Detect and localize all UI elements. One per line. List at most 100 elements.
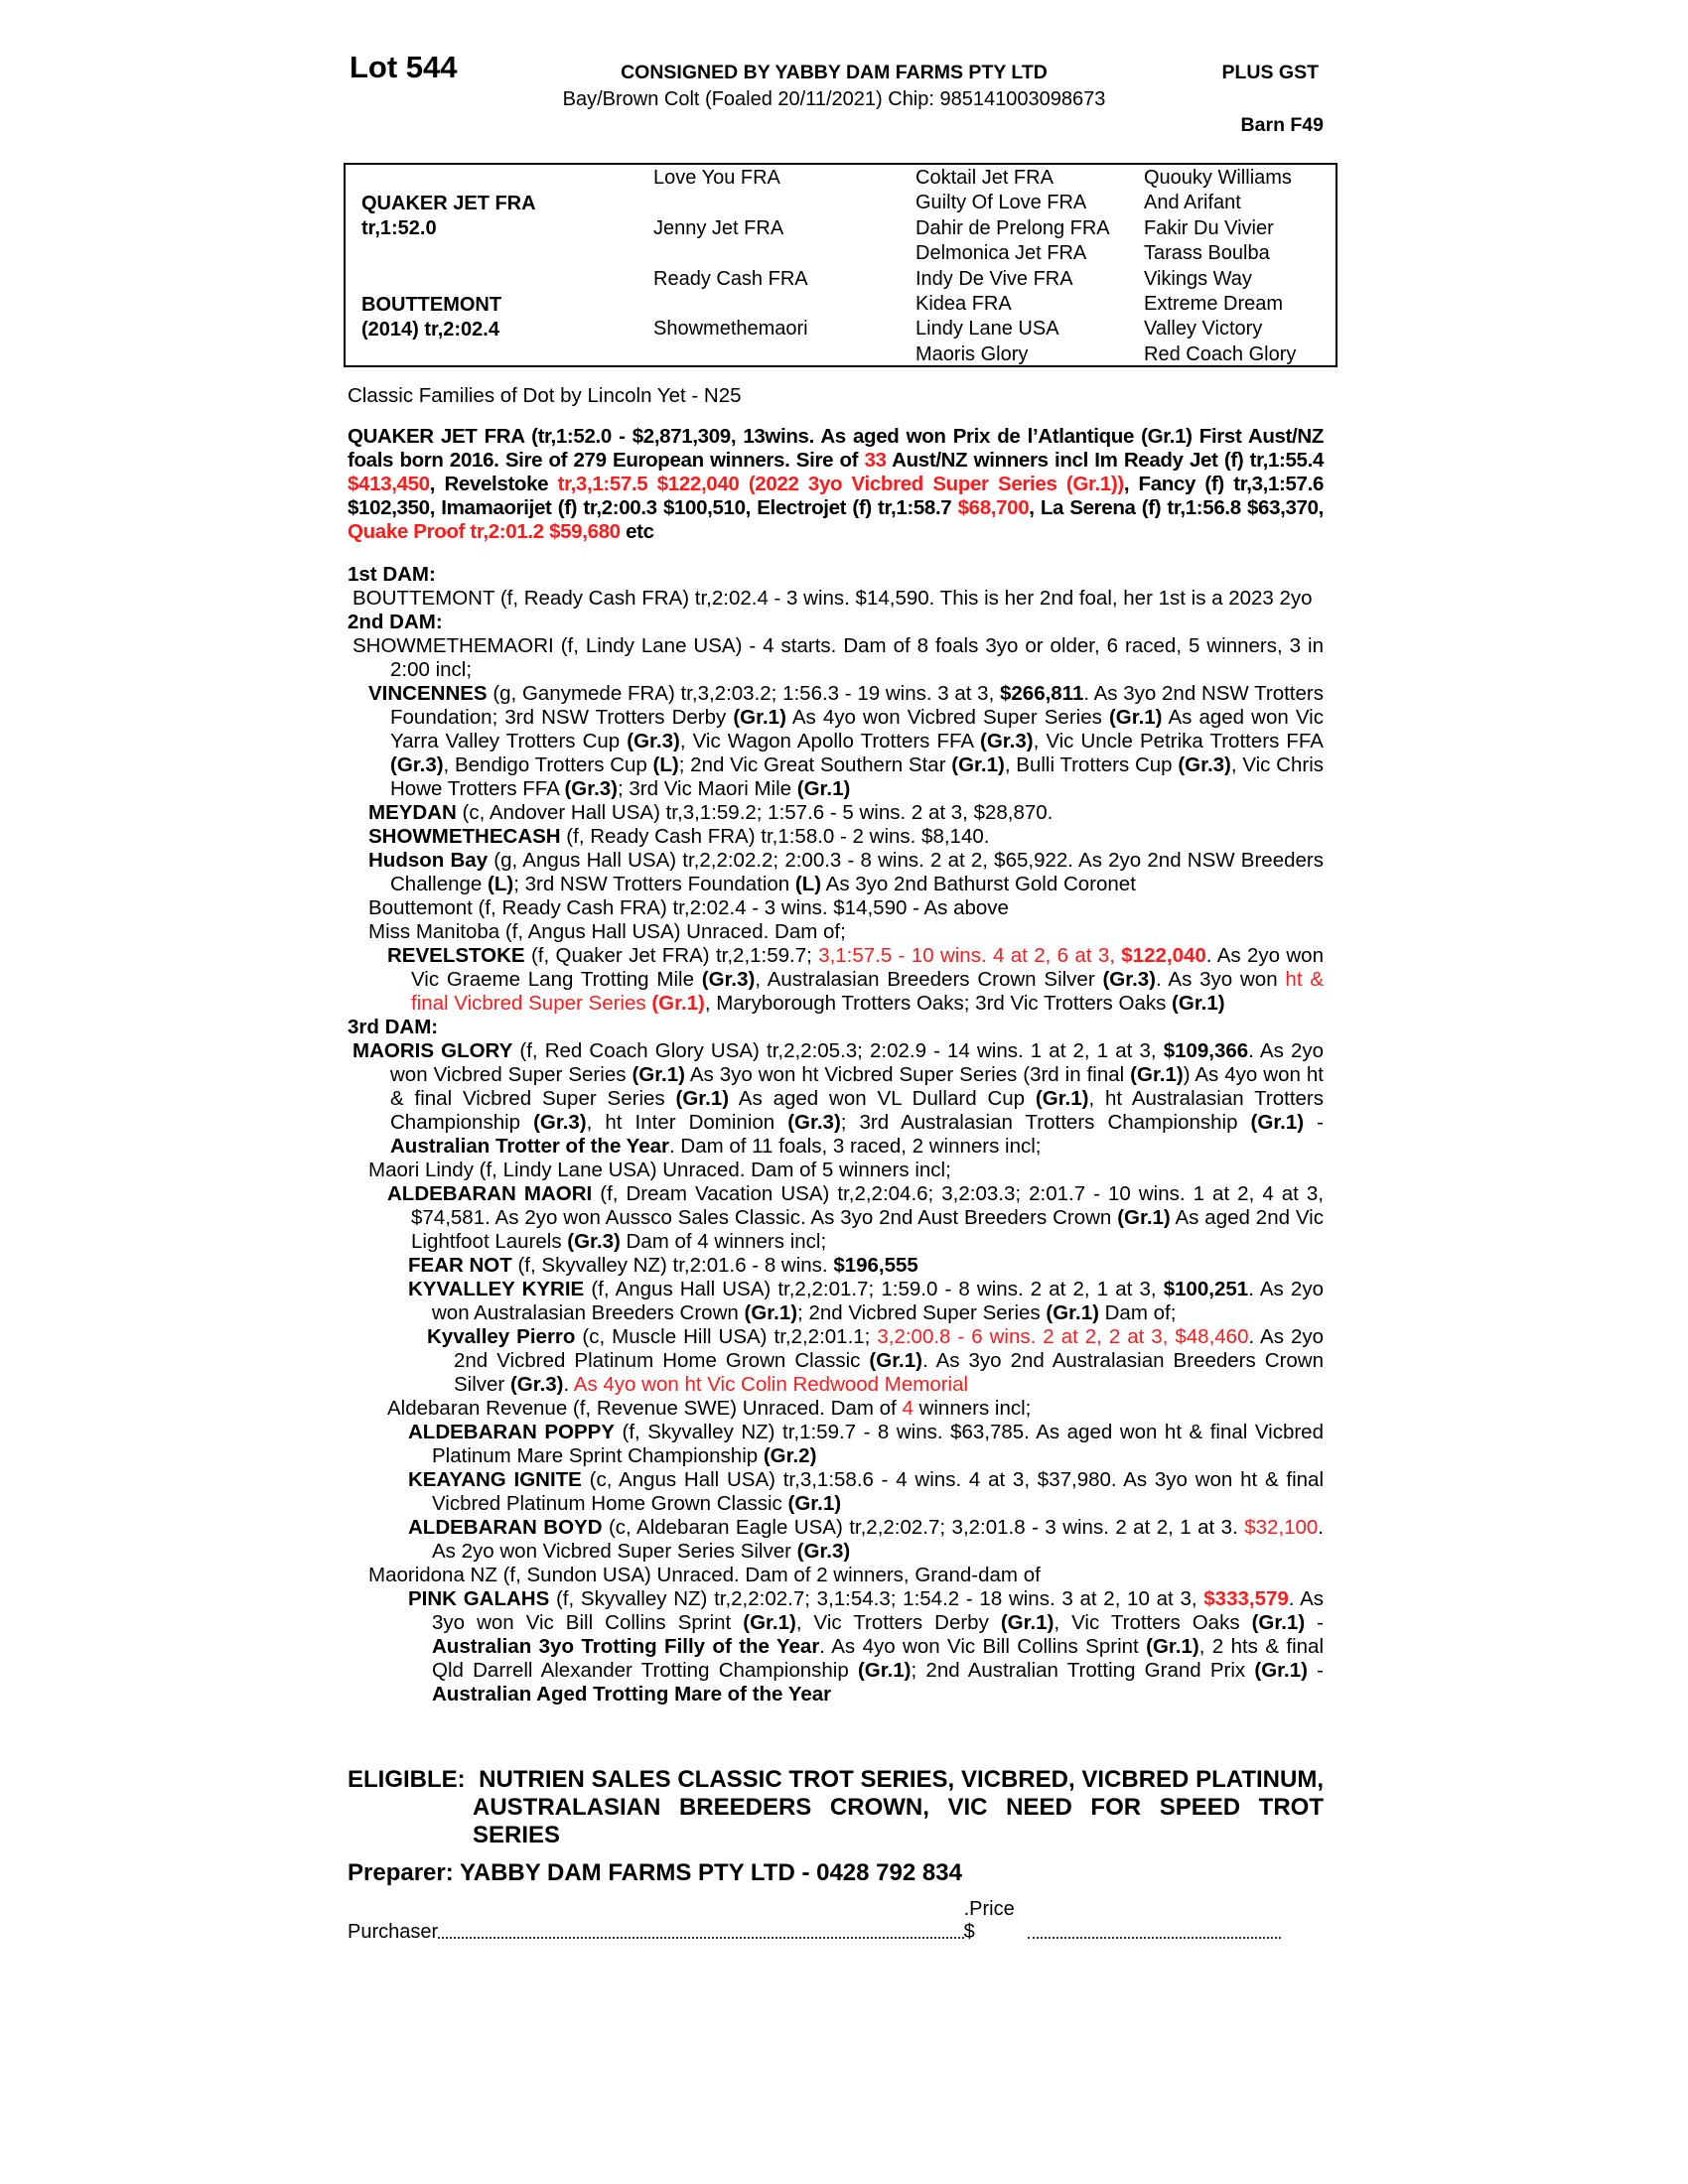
- text-segment: REVELSTOKE: [387, 944, 525, 967]
- pedigree-gen2-ancestor: Showmethemaori: [653, 318, 808, 341]
- text-segment: ; 2nd Vic Great Southern Star: [678, 753, 952, 776]
- text-segment: etc: [620, 520, 654, 543]
- text-segment: (Gr.3): [980, 730, 1034, 752]
- pedigree-gen3-ancestor: Coktail Jet FRA: [915, 167, 1054, 189]
- text-segment: (c, Andover Hall USA) tr,3,1:59.2; 1:57.…: [456, 801, 1054, 824]
- pedigree-entry: KEAYANG IGNITE (c, Angus Hall USA) tr,3,…: [348, 1468, 1324, 1516]
- text-segment: (Gr.1): [744, 1301, 798, 1324]
- text-segment: (f, Angus Hall USA) tr,2,2:01.7; 1:59.0 …: [584, 1278, 1164, 1300]
- text-segment: (Gr.1): [1035, 1087, 1089, 1110]
- pedigree-entry: PINK GALAHS (f, Skyvalley NZ) tr,2,2:02.…: [348, 1587, 1324, 1706]
- pedigree-entry: SHOWMETHEMAORI (f, Lindy Lane USA) - 4 s…: [348, 634, 1324, 682]
- text-segment: , Vic Chris Howe Trotters FFA: [390, 753, 1325, 800]
- text-segment: (Gr.1): [1254, 1659, 1308, 1682]
- text-segment: , Fancy (f) tr,3,1:57.6 $102,350, Imamao…: [348, 473, 1324, 519]
- text-segment: Hudson Bay: [368, 849, 489, 872]
- text-segment: Miss Manitoba (f, Angus Hall USA) Unrace…: [368, 920, 846, 943]
- pedigree-entry: FEAR NOT (f, Skyvalley NZ) tr,2:01.6 - 8…: [348, 1254, 1324, 1278]
- highlight-text: As 4yo won ht Vic Colin Redwood Memorial: [573, 1373, 969, 1396]
- text-segment: Dam of 4 winners incl;: [620, 1230, 827, 1253]
- eligibility: ELIGIBLE: NUTRIEN SALES CLASSIC TROT SER…: [348, 1766, 1324, 1849]
- pedigree-gen3-ancestor: Guilty Of Love FRA: [915, 192, 1087, 214]
- text-segment: , ht Inter Dominion: [586, 1111, 788, 1134]
- text-segment: KEAYANG IGNITE: [408, 1468, 582, 1491]
- pedigree-gen4-ancestor: Quouky Williams: [1144, 167, 1292, 189]
- pedigree-entry: MEYDAN (c, Andover Hall USA) tr,3,1:59.2…: [348, 801, 1324, 825]
- text-segment: . As 3yo 2nd NSW Trotters Foundation; 3r…: [390, 682, 1324, 729]
- sire-name: QUAKER JET FRA: [361, 193, 536, 214]
- text-segment: (Gr.1): [857, 1659, 912, 1682]
- pedigree-entry: Maori Lindy (f, Lindy Lane USA) Unraced.…: [348, 1159, 1324, 1182]
- text-segment: (L): [794, 873, 822, 895]
- text-segment: MAORIS GLORY: [352, 1039, 513, 1062]
- text-segment: (Gr.1): [1250, 1111, 1305, 1134]
- text-segment: . Dam of 11 foals, 3 raced, 2 winners in…: [669, 1135, 1042, 1158]
- eligible-label: ELIGIBLE:: [348, 1766, 466, 1793]
- text-segment: (Gr.3): [1178, 753, 1231, 776]
- horse-description: Bay/Brown Colt (Foaled 20/11/2021) Chip:…: [562, 88, 1106, 110]
- purchase-line: Purchaser .Price $: [348, 1898, 1281, 1944]
- gst-note: PLUS GST: [1221, 62, 1319, 83]
- lot-number: Lot 544: [350, 50, 458, 84]
- pedigree-gen2-ancestor: Ready Cash FRA: [653, 267, 808, 290]
- pedigree-entry: SHOWMETHECASH (f, Ready Cash FRA) tr,1:5…: [348, 825, 1324, 849]
- eligible-text: NUTRIEN SALES CLASSIC TROT SERIES, VICBR…: [473, 1766, 1324, 1848]
- pedigree-gen4-ancestor: And Arifant: [1144, 192, 1241, 214]
- classic-family: Classic Families of Dot by Lincoln Yet -…: [348, 384, 742, 407]
- text-segment: , 2 hts & final Qld Darrell Alexander Tr…: [432, 1635, 1324, 1682]
- text-segment: 2nd DAM:: [348, 611, 443, 633]
- text-segment: ; 2nd Australian Trotting Grand Prix: [911, 1659, 1255, 1682]
- text-segment: . As 2yo 2nd Vicbred Platinum Home Grown…: [454, 1325, 1325, 1372]
- text-segment: BOUTTEMONT (f, Ready Cash FRA) tr,2:02.4…: [352, 587, 1313, 610]
- text-segment: SHOWMETHECASH: [368, 825, 561, 848]
- highlight-text: $122,040: [1121, 944, 1206, 967]
- consignor: CONSIGNED BY YABBY DAM FARMS PTY LTD: [621, 62, 1048, 83]
- text-segment: , ht Australasian Trotters Championship: [390, 1087, 1324, 1134]
- purchaser-field[interactable]: [438, 1937, 964, 1939]
- text-segment: . As 3yo 2nd Australasian Breeders Crown…: [454, 1349, 1324, 1396]
- text-segment: As aged won Vic Yarra Valley Trotters Cu…: [390, 706, 1324, 752]
- pedigree-entry: KYVALLEY KYRIE (f, Angus Hall USA) tr,2,…: [348, 1278, 1324, 1325]
- text-segment: As 3yo won ht Vicbred Super Series (3rd …: [684, 1063, 1131, 1086]
- text-segment: . As 3yo won: [1156, 968, 1286, 991]
- text-segment: (g, Angus Hall USA) tr,2,2:02.2; 2:00.3 …: [390, 849, 1324, 895]
- text-segment: -: [1305, 1611, 1324, 1634]
- text-segment: ; 3rd Australasian Trotters Championship: [840, 1111, 1251, 1134]
- text-segment: (f, Skyvalley NZ) tr,2:01.6 - 8 wins.: [511, 1254, 834, 1277]
- text-segment: (f, Quaker Jet FRA) tr,2,1:59.7;: [524, 944, 819, 967]
- text-segment: Aldebaran Revenue (f, Revenue SWE) Unrac…: [387, 1397, 903, 1420]
- price-field[interactable]: [1027, 1937, 1281, 1939]
- text-segment: , Australasian Breeders Crown Silver: [755, 968, 1103, 991]
- pedigree-entry: Aldebaran Revenue (f, Revenue SWE) Unrac…: [348, 1397, 1324, 1421]
- text-segment: . As 3yo won Vic Bill Collins Sprint: [432, 1587, 1324, 1634]
- text-segment: As 3yo 2nd Bathurst Gold Coronet: [821, 873, 1136, 895]
- text-segment: winners incl;: [913, 1397, 1032, 1420]
- pedigree-gen3-ancestor: Maoris Glory: [915, 342, 1029, 365]
- highlight-text: 4: [902, 1397, 914, 1420]
- text-segment: $100,251: [1163, 1278, 1249, 1300]
- text-segment: (Gr.1): [1130, 1063, 1184, 1086]
- barn-number: Barn F49: [1240, 114, 1324, 136]
- highlight-text: Quake Proof tr,2:01.2 $59,680: [348, 520, 621, 543]
- text-segment: FEAR NOT: [408, 1254, 512, 1277]
- text-segment: (Gr.3): [627, 730, 680, 752]
- pedigree-entry: Bouttemont (f, Ready Cash FRA) tr,2:02.4…: [348, 896, 1324, 920]
- highlight-text: $68,700: [957, 496, 1030, 519]
- text-segment: Bouttemont (f, Ready Cash FRA) tr,2:02.4…: [368, 896, 1009, 919]
- pedigree-gen2-ancestor: Jenny Jet FRA: [653, 216, 784, 239]
- text-segment: ALDEBARAN POPPY: [408, 1421, 615, 1443]
- text-segment: Kyvalley Pierro: [427, 1325, 576, 1348]
- text-segment: , Bulli Trotters Cup: [1004, 753, 1179, 776]
- highlight-text: ht & final Vicbred Super Series: [411, 968, 1325, 1015]
- pedigree-gen2-ancestor: Love You FRA: [653, 167, 780, 189]
- text-segment: PINK GALAHS: [408, 1587, 550, 1610]
- text-segment: ALDEBARAN MAORI: [387, 1182, 593, 1205]
- text-segment: (Gr.1): [1172, 992, 1225, 1015]
- text-segment: (f, Red Coach Glory USA) tr,2,2:05.3; 2:…: [512, 1039, 1164, 1062]
- text-segment: Australian Trotter of the Year: [390, 1135, 670, 1158]
- pedigree-gen4-ancestor: Valley Victory: [1144, 318, 1263, 341]
- text-segment: (Gr.1): [787, 1492, 842, 1515]
- text-segment: , Vic Trotters Derby: [795, 1611, 1001, 1634]
- highlight-text: $32,100: [1244, 1516, 1319, 1539]
- text-segment: Maoridona NZ (f, Sundon USA) Unraced. Da…: [368, 1564, 1041, 1586]
